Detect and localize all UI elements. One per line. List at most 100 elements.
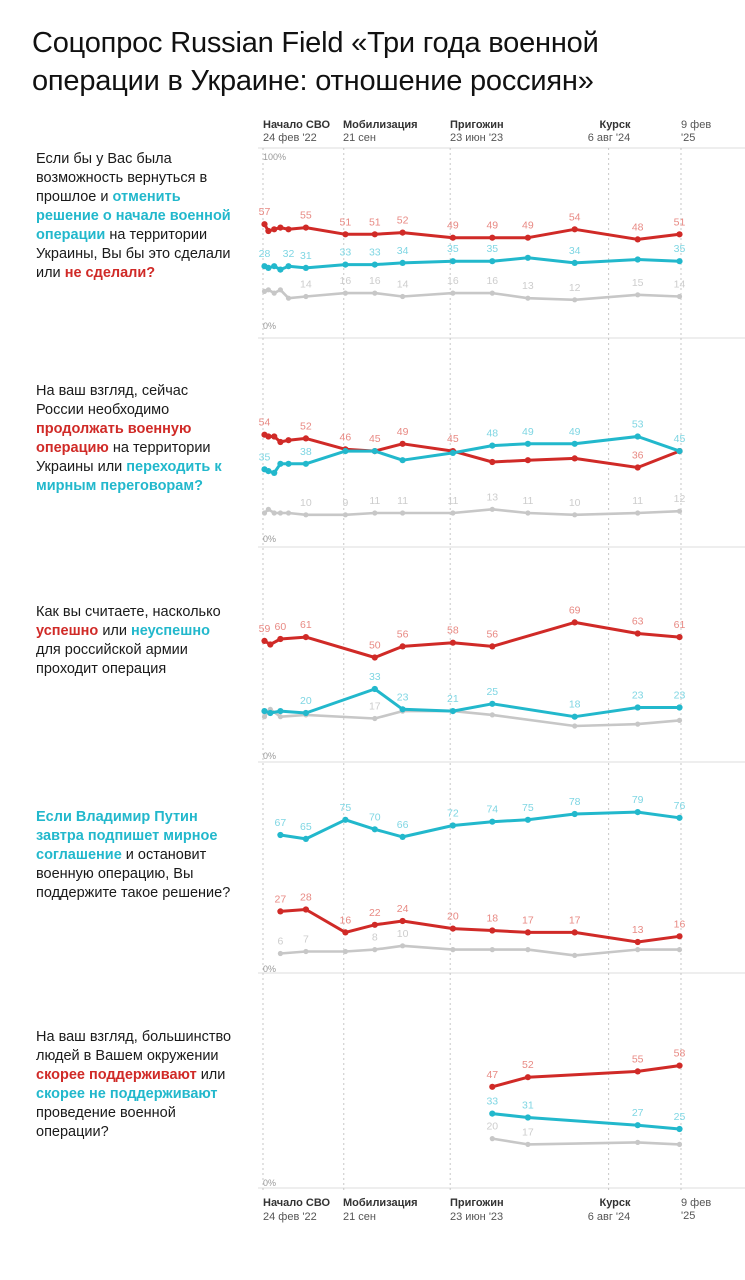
data-label-grey: 16	[447, 275, 459, 287]
event-date-label: 24 фев '22	[263, 1211, 317, 1223]
data-label-red: 28	[300, 892, 312, 904]
data-label-grey: 17	[522, 1126, 534, 1138]
data-point-red	[524, 1074, 532, 1081]
data-point-teal	[277, 831, 284, 839]
data-label-red: 16	[340, 914, 352, 926]
data-point-teal	[449, 449, 456, 456]
data-point-grey	[635, 510, 641, 516]
data-label-red: 51	[340, 216, 352, 228]
data-point-teal	[676, 704, 683, 711]
data-point-red	[371, 231, 378, 238]
data-label-red: 52	[300, 420, 312, 432]
series-line-red	[490, 1064, 681, 1089]
event-name-label: Пригожин	[450, 119, 504, 131]
data-point-teal	[302, 709, 309, 717]
data-label-red: 18	[486, 913, 498, 925]
data-label-teal: 49	[569, 426, 581, 438]
data-label-teal: 33	[340, 247, 352, 259]
event-date-label: 23 июн '23	[450, 132, 503, 144]
data-point-grey	[265, 506, 271, 512]
data-label-teal: 32	[283, 248, 295, 260]
event-date-label: 9 фев	[681, 1197, 711, 1209]
data-point-red	[302, 634, 309, 641]
data-point-red	[342, 929, 349, 936]
data-point-red	[449, 234, 456, 241]
data-point-grey	[261, 714, 268, 720]
data-point-grey	[400, 943, 406, 949]
data-point-grey	[400, 510, 406, 516]
data-point-red	[302, 906, 309, 913]
data-label-red: 60	[275, 621, 287, 633]
data-label-red: 45	[369, 433, 381, 445]
data-point-red	[634, 464, 641, 471]
data-label-grey: 15	[632, 277, 644, 289]
data-point-red	[449, 925, 456, 932]
data-point-grey	[303, 948, 309, 955]
question-text-run: Как вы считаете, насколько	[36, 604, 221, 620]
data-label-grey: 8	[372, 932, 378, 944]
data-point-red	[271, 226, 278, 233]
data-point-teal	[634, 809, 641, 816]
data-point-red	[285, 437, 292, 444]
data-label-teal: 65	[300, 821, 312, 833]
data-point-grey	[676, 508, 683, 514]
data-label-teal: 35	[486, 243, 498, 255]
series-line-teal	[263, 256, 681, 272]
data-point-teal	[524, 440, 532, 447]
event-date-label: 21 сен	[343, 132, 376, 144]
question-text-4: Если Владимир Путин завтра подпишет мирн…	[36, 808, 236, 903]
data-label-red: 54	[569, 211, 581, 223]
data-label-red: 54	[259, 417, 271, 429]
data-point-teal	[342, 261, 349, 268]
data-label-teal: 76	[674, 800, 686, 812]
data-point-teal	[371, 685, 378, 693]
data-point-red	[371, 921, 378, 928]
data-label-grey: 11	[447, 495, 458, 507]
data-point-teal	[634, 256, 641, 263]
data-label-grey: 13	[486, 491, 498, 503]
series-line-grey	[279, 944, 681, 957]
data-point-grey	[635, 1139, 641, 1145]
event-date-label: 24 фев '22	[263, 132, 317, 144]
data-point-grey	[489, 947, 495, 953]
data-label-grey: 11	[632, 495, 643, 507]
data-label-teal: 20	[300, 695, 312, 707]
data-point-teal	[342, 448, 349, 455]
data-label-grey: 12	[569, 282, 581, 294]
question-text-1: Если бы у Вас была возможность вернуться…	[36, 150, 236, 283]
data-label-teal: 33	[486, 1096, 498, 1108]
event-name-label: Курск	[599, 119, 631, 131]
data-point-teal	[449, 258, 456, 265]
data-point-red	[342, 231, 349, 238]
data-label-teal: 33	[369, 247, 381, 259]
data-point-red	[676, 634, 683, 641]
data-point-teal	[634, 433, 641, 440]
data-point-grey	[303, 512, 309, 518]
data-point-red	[371, 654, 378, 661]
data-point-teal	[371, 448, 378, 455]
axis-min-label: 0%	[263, 321, 276, 331]
data-label-teal: 70	[369, 811, 381, 823]
data-label-grey: 13	[522, 280, 534, 292]
data-point-red	[676, 933, 683, 940]
data-label-red: 61	[300, 619, 312, 631]
data-label-teal: 33	[369, 671, 381, 683]
data-label-red: 36	[632, 450, 644, 462]
data-point-teal	[634, 1122, 641, 1129]
question-text-3: Как вы считаете, насколько успешно или н…	[36, 603, 236, 679]
data-point-grey	[676, 947, 683, 953]
data-label-red: 17	[522, 914, 534, 926]
data-point-teal	[399, 457, 406, 464]
data-point-teal	[489, 818, 496, 825]
event-date-label: 6 авг '24	[588, 132, 631, 144]
data-point-grey	[525, 295, 531, 301]
data-point-red	[277, 908, 284, 915]
data-label-grey: 14	[300, 279, 312, 291]
data-label-red: 55	[300, 210, 312, 222]
data-label-red: 56	[486, 628, 498, 640]
data-label-grey: 17	[369, 701, 381, 713]
data-label-red: 49	[486, 220, 498, 232]
data-label-teal: 75	[340, 802, 352, 814]
data-point-grey	[400, 293, 406, 300]
data-label-red: 52	[397, 215, 409, 227]
